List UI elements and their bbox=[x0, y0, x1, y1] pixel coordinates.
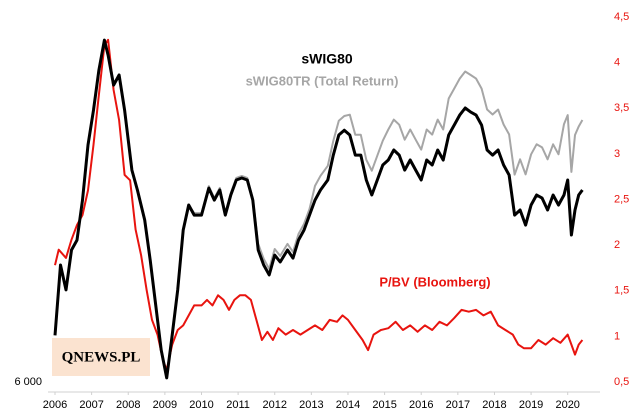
y2-tick-label: 3 bbox=[614, 148, 620, 160]
y2-tick-label: 1,5 bbox=[614, 285, 629, 297]
line bbox=[54, 38, 584, 372]
y2-tick-label: 0,5 bbox=[614, 376, 629, 388]
x-tick-label: 2013 bbox=[299, 399, 323, 411]
legend-label: sWIG80TR (Total Return) bbox=[246, 73, 399, 88]
line bbox=[53, 38, 584, 380]
x-tick-label: 2012 bbox=[262, 399, 286, 411]
y2-tick-label: 2,5 bbox=[614, 193, 629, 205]
x-tick-label: 2014 bbox=[336, 399, 360, 411]
y2-tick-label: 4 bbox=[614, 57, 620, 69]
legend-label: sWIG80 bbox=[301, 51, 353, 67]
legend-label: P/BV (Bloomberg) bbox=[379, 274, 490, 289]
x-tick-label: 2011 bbox=[226, 399, 250, 411]
x-tick-label: 2016 bbox=[409, 399, 433, 411]
y-tick-label: 6 000 bbox=[14, 376, 42, 388]
x-tick-label: 2018 bbox=[482, 399, 506, 411]
x-tick-label: 2008 bbox=[116, 399, 140, 411]
logo-box bbox=[52, 338, 150, 376]
x-tick-label: 2010 bbox=[189, 399, 213, 411]
x-tick-label: 2017 bbox=[446, 399, 470, 411]
x-tick-label: 2019 bbox=[519, 399, 543, 411]
y2-tick-label: 3,5 bbox=[614, 102, 629, 114]
x-tick-label: 2007 bbox=[79, 399, 103, 411]
x-tick-label: 2015 bbox=[372, 399, 396, 411]
y2-tick-label: 2 bbox=[614, 239, 620, 251]
line bbox=[182, 70, 584, 270]
x-tick-label: 2006 bbox=[43, 399, 67, 411]
x-tick-label: 2009 bbox=[153, 399, 177, 411]
y2-tick-label: 4,5 bbox=[614, 11, 629, 23]
x-tick-label: 2020 bbox=[555, 399, 579, 411]
logo: QNEWS.PL bbox=[62, 349, 141, 365]
y2-tick-label: 1 bbox=[614, 330, 620, 342]
